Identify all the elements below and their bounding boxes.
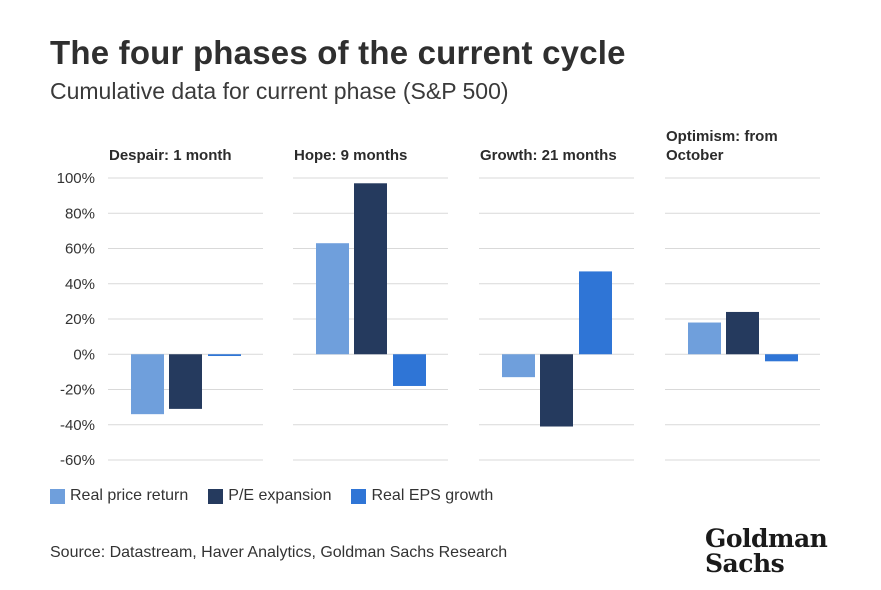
y-tick-label: 20% (65, 311, 95, 328)
panel-title: Despair: 1 month (109, 147, 232, 164)
bar (726, 311, 759, 355)
panel-title: Hope: 9 months (294, 147, 407, 164)
bar (540, 354, 573, 427)
panel-title: Optimism: from (666, 128, 778, 145)
legend-label-pe-expansion: P/E expansion (228, 487, 332, 504)
legend-item-real-eps-growth: Real EPS growth (351, 487, 493, 505)
legend: Real price return P/E expansion Real EPS… (50, 487, 493, 505)
y-tick-label: 100% (57, 170, 95, 187)
legend-label-real-price-return: Real price return (70, 487, 189, 504)
y-tick-label: 0% (73, 346, 95, 363)
y-tick-label: 40% (65, 276, 95, 293)
bar (316, 243, 349, 355)
bar (688, 322, 721, 355)
legend-item-real-price-return: Real price return (50, 487, 188, 505)
legend-swatch-real-eps-growth (351, 488, 367, 504)
chart-title: The four phases of the current cycle (50, 34, 626, 71)
bar (131, 354, 164, 415)
y-tick-label: -40% (60, 417, 95, 434)
logo-line-2: Sachs (705, 549, 785, 578)
panel-title: October (666, 147, 724, 164)
y-tick-label: 80% (65, 205, 95, 222)
bar (579, 271, 612, 355)
legend-swatch-real-price-return (50, 488, 65, 504)
legend-label-real-eps-growth: Real EPS growth (371, 487, 494, 504)
y-tick-label: 60% (65, 241, 95, 258)
bar (393, 354, 426, 386)
bar (354, 183, 387, 355)
legend-swatch-pe-expansion (208, 488, 224, 504)
logo-line-1: Goldman (705, 524, 828, 553)
bar (208, 354, 241, 357)
panel-title: Growth: 21 months (480, 147, 617, 164)
bar (169, 354, 202, 409)
bar (502, 354, 535, 378)
chart-subtitle: Cumulative data for current phase (S&P 5… (50, 78, 509, 104)
legend-item-pe-expansion: P/E expansion (208, 487, 331, 505)
source-note: Source: Datastream, Haver Analytics, Gol… (50, 544, 508, 561)
y-tick-label: -60% (60, 452, 95, 469)
goldman-sachs-logo: Goldman Sachs (705, 524, 828, 578)
bar (765, 354, 798, 362)
y-tick-label: -20% (60, 382, 95, 399)
